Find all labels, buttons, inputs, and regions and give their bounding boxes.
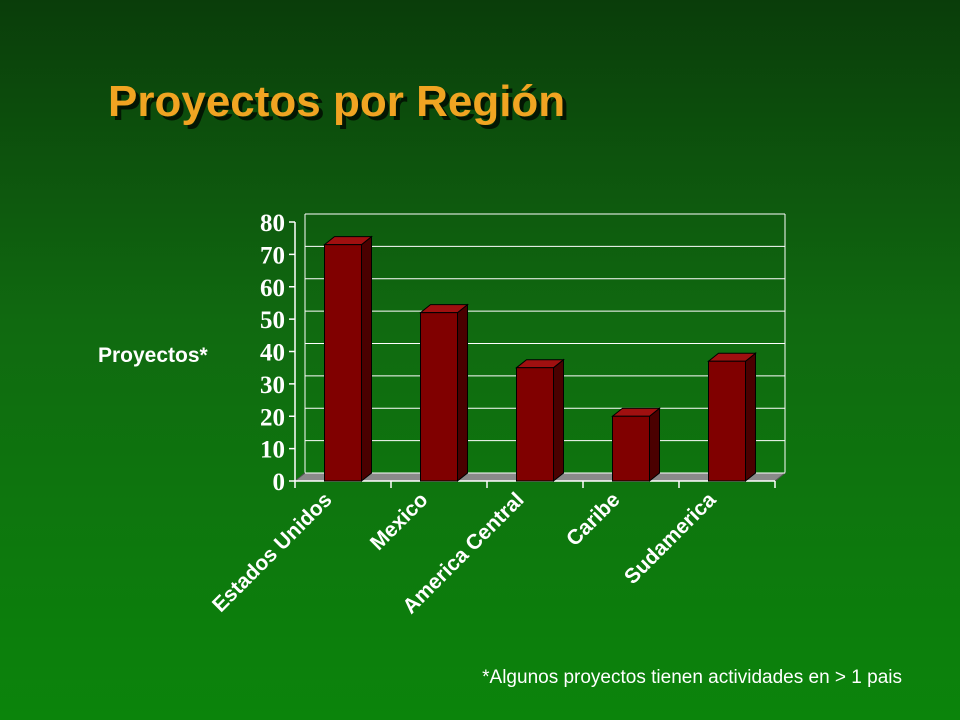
footnote: *Algunos proyectos tienen actividades en… xyxy=(482,667,902,688)
bar-side xyxy=(745,352,756,483)
title-shadow: Proyectos por Región xyxy=(112,81,569,130)
y-tick-label: 60 xyxy=(260,275,285,302)
chart-title: Proyectos por Región xyxy=(108,77,565,126)
bar xyxy=(420,312,458,482)
y-tick-label: 50 xyxy=(260,307,285,334)
y-tick-label: 0 xyxy=(273,469,286,496)
y-tick-label: 10 xyxy=(260,437,285,464)
y-tick-label: 70 xyxy=(260,242,285,269)
bar xyxy=(516,367,554,482)
bar xyxy=(324,244,362,482)
bar-side xyxy=(649,407,660,483)
y-tick-label: 40 xyxy=(260,340,285,367)
y-tick-label: 80 xyxy=(260,210,285,237)
y-axis-label: Proyectos* xyxy=(98,344,209,367)
bar xyxy=(612,415,650,482)
y-tick-label: 20 xyxy=(260,404,285,431)
bar-side xyxy=(553,358,564,483)
bar-side xyxy=(361,235,372,483)
bar xyxy=(708,360,746,482)
bar-side xyxy=(457,303,468,483)
y-tick-label: 30 xyxy=(260,372,285,399)
